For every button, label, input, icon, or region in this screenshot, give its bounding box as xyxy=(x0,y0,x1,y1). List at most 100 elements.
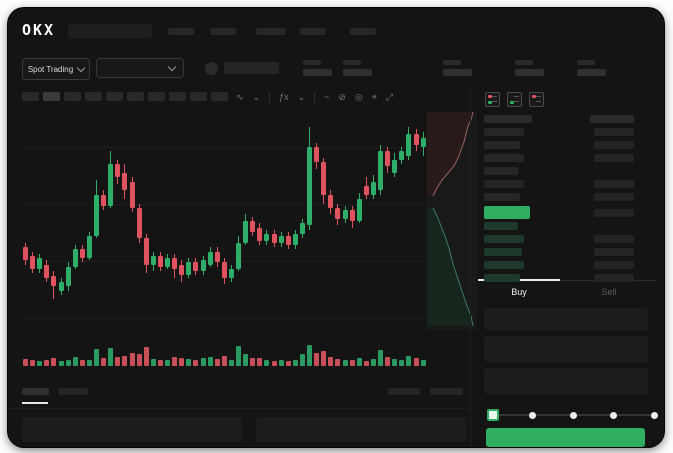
toolbar-icon[interactable]: ⊘ xyxy=(338,92,346,102)
candle-body xyxy=(370,181,376,195)
chart-toolbar-icons: ∿ ⌄ ƒx ⌄ ~ ⊘ ◎ ⌖ ⤢ xyxy=(236,90,393,104)
timeframe-button[interactable] xyxy=(85,92,102,101)
book-both-icon[interactable] xyxy=(485,92,500,107)
volume-bar xyxy=(136,354,142,366)
orderbook-ask-row[interactable] xyxy=(484,193,520,201)
depth-chart[interactable] xyxy=(427,112,477,330)
candle-body xyxy=(314,146,320,163)
volume-bar xyxy=(243,354,249,366)
candle-body xyxy=(58,282,64,291)
search-bar[interactable] xyxy=(68,24,152,38)
toolbar-icon[interactable]: ⌖ xyxy=(371,92,377,102)
candle-body xyxy=(392,159,398,174)
volume-bar xyxy=(101,358,107,366)
orderbook-last-price[interactable] xyxy=(484,206,530,219)
stat-label-placeholder xyxy=(443,60,461,65)
candle-body xyxy=(385,151,391,167)
orderbook-bid-amount xyxy=(594,248,634,256)
slider-stop-dot[interactable] xyxy=(650,411,658,419)
orderbook-ask-row[interactable] xyxy=(484,154,524,162)
timeframe-button[interactable] xyxy=(106,92,123,101)
nav-item-placeholder[interactable] xyxy=(300,28,326,35)
bottom-tab[interactable] xyxy=(58,388,88,395)
nav-item-placeholder[interactable] xyxy=(350,28,376,35)
book-asks-icon[interactable] xyxy=(529,92,544,107)
buy-button[interactable] xyxy=(486,428,645,447)
bottom-action-placeholder[interactable] xyxy=(430,388,463,395)
stat-label-placeholder xyxy=(303,60,321,65)
volume-bar xyxy=(349,360,355,366)
orderbook-ask-amount xyxy=(594,141,634,149)
amount-slider-handle[interactable] xyxy=(487,409,499,421)
orderbook-ask-row[interactable] xyxy=(484,141,520,149)
slider-stop-dot[interactable] xyxy=(569,411,577,419)
tab-sell[interactable]: Sell xyxy=(601,287,617,297)
timeframe-button[interactable] xyxy=(43,92,60,101)
panel-divider xyxy=(470,85,471,447)
volume-bar xyxy=(37,361,43,366)
orderbook-bid-row[interactable] xyxy=(484,274,520,282)
volume-bar xyxy=(314,353,320,366)
volume-bar xyxy=(221,355,227,366)
orderbook-bid-amount xyxy=(594,274,634,282)
pair-selector-dropdown[interactable] xyxy=(96,58,184,78)
candlestick-chart[interactable] xyxy=(8,104,426,384)
timeframe-button[interactable] xyxy=(169,92,186,101)
volume-bar xyxy=(129,353,135,366)
toolbar-icon[interactable]: ◎ xyxy=(354,92,363,102)
last-price-placeholder xyxy=(224,62,279,74)
orderbook-bid-row[interactable] xyxy=(484,248,522,256)
volume-bar xyxy=(264,359,270,366)
nav-item-placeholder[interactable] xyxy=(256,28,286,35)
stat-value-placeholder xyxy=(343,69,372,76)
toolbar-icon[interactable]: ⤢ xyxy=(385,92,394,102)
volume-bar xyxy=(271,360,277,366)
timeframe-button[interactable] xyxy=(211,92,228,101)
nav-item-placeholder[interactable] xyxy=(210,28,236,35)
orderbook-ask-row[interactable] xyxy=(484,167,518,175)
volume-bar xyxy=(292,359,298,366)
volume-bar xyxy=(335,358,341,366)
bottom-action-placeholder[interactable] xyxy=(388,388,420,395)
order-amount-input[interactable] xyxy=(484,336,648,362)
open-orders-panel xyxy=(22,417,242,442)
timeframe-button[interactable] xyxy=(148,92,165,101)
timeframe-button[interactable] xyxy=(22,92,39,101)
stat-value-placeholder xyxy=(577,69,606,76)
orderbook-bid-row[interactable] xyxy=(484,261,524,269)
toolbar-icon[interactable]: ~ xyxy=(324,92,330,102)
order-total-input[interactable] xyxy=(484,368,648,394)
candle-body xyxy=(250,221,256,232)
volume-bar xyxy=(72,356,78,366)
orderbook-ask-amount xyxy=(594,128,634,136)
slider-stop-dot[interactable] xyxy=(610,411,617,419)
toolbar-icon[interactable]: ∿ xyxy=(236,92,244,102)
volume-bar xyxy=(250,357,256,366)
candle-body xyxy=(65,266,71,287)
toolbar-icon[interactable]: ƒx xyxy=(279,92,289,102)
volume-bar xyxy=(58,360,64,366)
orderbook-ask-row[interactable] xyxy=(484,128,524,136)
timeframe-button[interactable] xyxy=(190,92,207,101)
timeframe-button[interactable] xyxy=(127,92,144,101)
orderbook-ask-row[interactable] xyxy=(484,180,524,188)
order-price-input[interactable] xyxy=(484,308,648,330)
market-type-dropdown[interactable]: Spot Trading xyxy=(22,58,90,80)
candle-body xyxy=(321,162,327,195)
tab-buy[interactable]: Buy xyxy=(511,287,527,297)
book-bids-icon[interactable] xyxy=(507,92,522,107)
candle-body xyxy=(307,146,312,226)
bottom-divider xyxy=(8,408,470,409)
chevron-down-icon xyxy=(76,63,86,72)
toolbar-icon[interactable]: ⌄ xyxy=(252,92,261,102)
grid-line xyxy=(22,318,424,319)
stat-value-placeholder xyxy=(515,69,544,76)
nav-item-placeholder[interactable] xyxy=(168,28,194,35)
orderbook-bid-row[interactable] xyxy=(484,235,524,243)
orderbook-bid-row[interactable] xyxy=(484,222,518,230)
orderbook-bid-amount xyxy=(594,261,634,269)
slider-stop-dot[interactable] xyxy=(529,411,536,419)
timeframe-button[interactable] xyxy=(64,92,81,101)
toolbar-icon[interactable]: ⌄ xyxy=(297,92,306,102)
bottom-tab-active[interactable] xyxy=(22,388,49,395)
